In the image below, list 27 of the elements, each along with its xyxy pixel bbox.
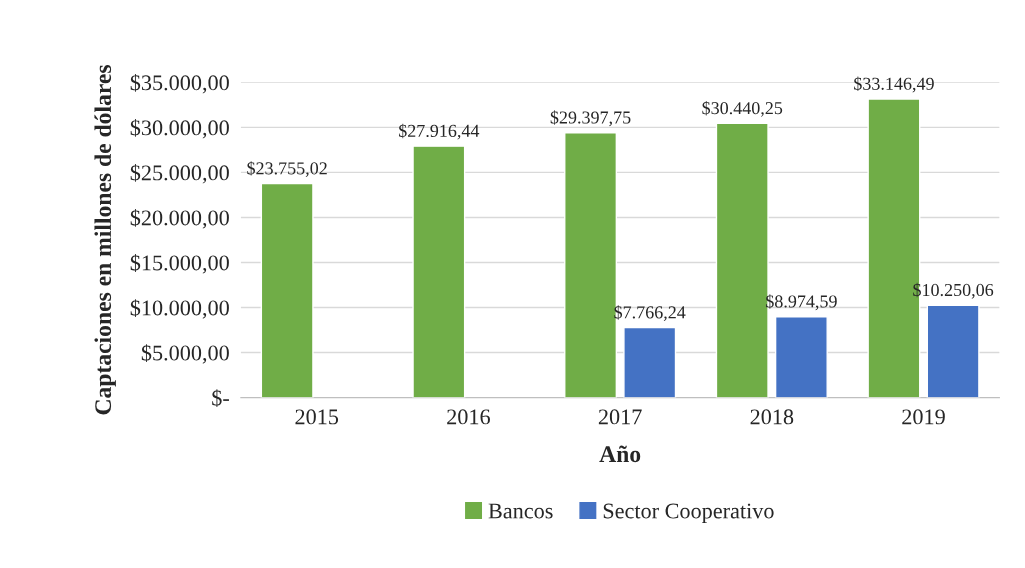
- y-tick-label: $15.000,00: [130, 254, 229, 274]
- data-label: $27.916,44: [398, 123, 480, 140]
- x-tick-label: 2015: [295, 409, 339, 425]
- y-tick-label: $30.000,00: [130, 119, 229, 139]
- bar: [623, 326, 677, 398]
- y-tick-label: $20.000,00: [130, 209, 229, 229]
- bar: [774, 316, 828, 398]
- x-tick-label: 2017: [598, 409, 642, 425]
- x-tick-label: 2018: [750, 409, 794, 425]
- x-axis-title: Año: [599, 445, 641, 463]
- legend-label: Bancos: [488, 503, 553, 519]
- x-tick-label: 2019: [902, 409, 945, 425]
- data-label: $30.440,25: [702, 100, 783, 117]
- bar: [260, 182, 314, 398]
- bar: [926, 304, 980, 398]
- y-tick-label: $25.000,00: [130, 164, 229, 184]
- data-label: $33.146,49: [854, 76, 934, 93]
- x-tick-label: 2016: [447, 409, 490, 425]
- y-tick-label: $35.000,00: [130, 73, 229, 94]
- legend-label: Sector Cooperativo: [603, 503, 774, 523]
- y-tick-label: $5.000,00: [141, 344, 229, 364]
- y-tick-label: $10.000,00: [130, 299, 229, 319]
- y-tick-label: $-: [212, 389, 229, 407]
- y-axis-title: Captaciones en millones de dólares: [94, 65, 116, 415]
- bar: [412, 145, 466, 398]
- data-label: $23.755,02: [247, 161, 327, 178]
- data-label: $29.397,75: [550, 110, 631, 127]
